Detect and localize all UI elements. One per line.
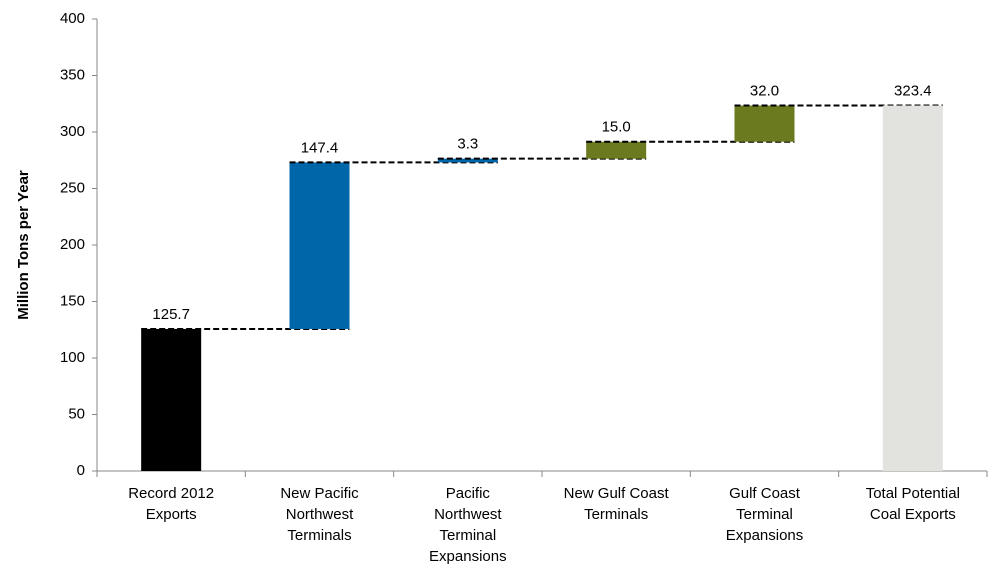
x-tick-label: Gulf Coast Terminal Expansions xyxy=(725,485,804,544)
y-tick-label: 150 xyxy=(60,292,85,309)
x-tick-label: Pacific Northwest Terminal Expansions xyxy=(429,485,507,565)
value-label: 125.7 xyxy=(152,306,190,323)
y-tick-label: 0 xyxy=(77,462,85,479)
x-tick-label: Total Potential Coal Exports xyxy=(865,485,960,523)
y-tick-label: 250 xyxy=(60,179,85,196)
y-tick-label: 400 xyxy=(60,10,85,27)
value-label: 323.4 xyxy=(894,83,932,100)
x-tick-label: Record 2012 Exports xyxy=(128,485,215,523)
bar xyxy=(882,105,943,472)
x-tick-label: New Gulf Coast Terminals xyxy=(563,485,669,523)
bar xyxy=(289,162,350,329)
bar xyxy=(437,158,498,163)
y-axis-label: Million Tons per Year xyxy=(15,170,32,320)
value-label: 3.3 xyxy=(457,136,478,153)
x-tick-label: New Pacific Northwest Terminals xyxy=(280,485,359,544)
bar xyxy=(586,141,647,159)
y-tick-label: 50 xyxy=(68,405,85,422)
value-label: 15.0 xyxy=(602,119,631,136)
y-tick-label: 300 xyxy=(60,123,85,140)
bar xyxy=(734,105,795,142)
value-label: 32.0 xyxy=(750,83,779,100)
y-tick-label: 200 xyxy=(60,236,85,253)
y-tick-label: 100 xyxy=(60,349,85,366)
y-tick-label: 350 xyxy=(60,66,85,83)
bar xyxy=(141,328,202,471)
value-label: 147.4 xyxy=(301,139,339,156)
